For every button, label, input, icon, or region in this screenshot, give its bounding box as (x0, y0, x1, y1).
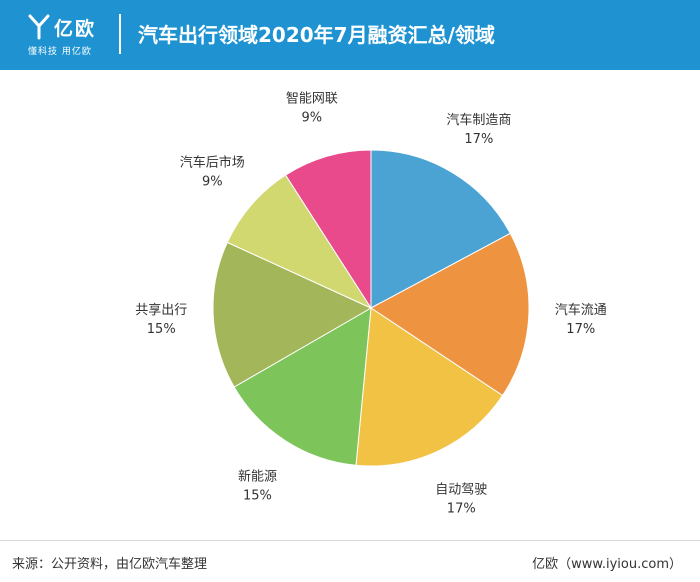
slice-category-label: 汽车流通 (555, 302, 607, 318)
slice-category-label: 新能源 (238, 469, 277, 485)
slice-category-label: 共享出行 (135, 302, 187, 318)
logo-y-icon (28, 14, 50, 40)
pie-slice[interactable] (370, 149, 511, 309)
brand-link[interactable]: 亿欧（www.iyiou.com） (532, 557, 682, 572)
brand-logo[interactable]: 亿欧 懂科技 用亿欧 (22, 8, 112, 58)
pie-slice[interactable] (226, 174, 373, 310)
slice-percent-label: 17% (464, 132, 493, 147)
pie-chart-area: 汽车制造商 17% 汽车流通 17% 自动驾驶 17% 新能源 15% 共享出行 15% 汽车后市场… (0, 70, 700, 540)
slice-category-label: 汽车制造商 (446, 112, 511, 128)
slice-percent-label: 15% (243, 489, 272, 504)
slice-category-label: 汽车后市场 (180, 154, 245, 170)
header-banner: 亿欧 懂科技 用亿欧 汽车出行领域2020年7月融资汇总/领域 (0, 0, 700, 70)
slice-percent-label: 9% (202, 174, 223, 189)
pie-slice[interactable] (212, 241, 373, 388)
slice-percent-label: 17% (447, 502, 476, 517)
pie-slice[interactable] (370, 232, 530, 397)
pie-slice[interactable] (355, 307, 504, 467)
logo-name: 亿欧 (54, 18, 97, 40)
slice-percent-label: 15% (147, 322, 176, 337)
page-title: 汽车出行领域2020年7月融资汇总/领域 (138, 23, 495, 47)
slice-percent-label: 9% (302, 111, 323, 126)
pie-slice[interactable] (233, 307, 372, 466)
pie-chart: 汽车制造商 17% 汽车流通 17% 自动驾驶 17% 新能源 15% 共享出行 15% 汽车后市场… (135, 92, 607, 517)
slice-category-label: 智能网联 (286, 92, 338, 107)
logo-slogan: 懂科技 用亿欧 (28, 47, 92, 57)
header-divider (119, 14, 121, 54)
pie-slice[interactable] (284, 149, 372, 310)
footer: 来源：公开资料，由亿欧汽车整理 亿欧（www.iyiou.com） (0, 540, 700, 582)
slice-category-label: 自动驾驶 (435, 483, 487, 498)
slice-percent-label: 17% (566, 322, 595, 337)
source-note: 来源：公开资料，由亿欧汽车整理 (12, 557, 208, 572)
